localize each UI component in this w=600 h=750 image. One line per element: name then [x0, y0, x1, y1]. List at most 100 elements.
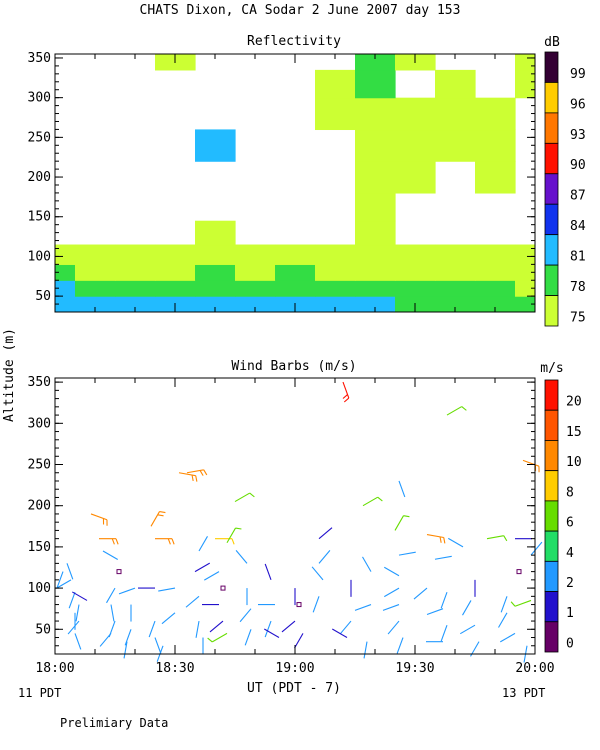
reflectivity-cell	[195, 244, 236, 265]
wind-barb-staff	[239, 608, 252, 623]
wind-barb-flag	[249, 492, 255, 498]
wind-colorbar-tick-label: 2	[566, 576, 574, 591]
reflectivity-y-tick-label: 250	[28, 130, 51, 145]
reflectivity-colorbar-swatch	[544, 82, 559, 114]
wind-barb-staff	[264, 620, 272, 638]
reflectivity-cell	[275, 280, 316, 297]
wind-barb-staff	[440, 592, 448, 609]
wind-barb-staff	[264, 563, 272, 581]
reflectivity-cell	[195, 264, 236, 281]
reflectivity-cell	[355, 264, 396, 281]
reflectivity-colorbar-swatch	[544, 264, 559, 296]
wind-barb-staff	[198, 536, 208, 552]
reflectivity-y-tick-label: 50	[35, 289, 51, 304]
wind-barb-staff	[194, 562, 210, 573]
wind-colorbar-tick-label: 8	[566, 485, 574, 500]
wind-barb-staff	[384, 587, 400, 598]
reflectivity-cell	[195, 220, 236, 246]
reflectivity-cell	[315, 69, 356, 99]
wind-colorbar-swatch	[544, 591, 559, 623]
reflectivity-cell	[115, 280, 156, 297]
wind-barb-staff	[342, 381, 350, 399]
reflectivity-cell	[475, 97, 516, 131]
wind-barb-staff	[67, 620, 80, 635]
wind-barb-staff	[72, 591, 88, 601]
wind-barb-flag	[439, 536, 442, 543]
wind-barb-staff	[446, 406, 462, 416]
reflectivity-cell	[355, 244, 396, 265]
wind-barb-staff	[118, 587, 136, 595]
reflectivity-cell	[515, 264, 535, 281]
reflectivity-colorbar-swatch	[544, 142, 559, 175]
wind-barb-staff	[195, 620, 200, 638]
wind-y-tick-label: 250	[28, 458, 51, 473]
wind-barb-staff	[123, 641, 128, 659]
wind-barb-staff	[413, 587, 428, 600]
reflectivity-cell	[395, 97, 436, 131]
wind-barb-staff	[426, 533, 444, 539]
reflectivity-cell	[115, 264, 156, 281]
wind-barb-staff	[161, 612, 176, 625]
reflectivity-cell	[315, 264, 356, 281]
reflectivity-cell	[395, 264, 436, 281]
wind-barb-staff	[500, 596, 508, 613]
wind-barb-staff	[363, 641, 368, 659]
wind-y-tick-label: 100	[28, 581, 51, 596]
reflectivity-cell	[475, 280, 516, 297]
wind-colorbar-swatch	[544, 470, 559, 502]
reflectivity-y-tick-label: 100	[28, 249, 51, 264]
wind-barb-staff	[186, 469, 204, 474]
wind-y-tick-label: 200	[28, 499, 51, 514]
wind-barb-staff	[486, 535, 504, 540]
wind-y-tick-label: 150	[28, 540, 51, 555]
wind-barb-staff	[234, 492, 250, 503]
wind-barb-staff	[66, 563, 74, 580]
reflectivity-cell	[195, 129, 236, 162]
reflectivity-cell	[75, 296, 116, 312]
wind-barb-staff	[311, 566, 324, 581]
x-left-sublabel: 11 PDT	[18, 686, 61, 700]
wind-barb-flag	[461, 406, 467, 411]
reflectivity-cell	[275, 264, 316, 281]
reflectivity-contours	[55, 54, 535, 312]
reflectivity-cell	[315, 244, 356, 265]
wind-barb-staff	[56, 571, 64, 588]
wind-barb-flag	[157, 514, 164, 517]
wind-barb-flag	[503, 535, 508, 542]
reflectivity-cell	[75, 244, 116, 265]
reflectivity-cell	[235, 296, 276, 312]
wind-x-tick-label: 19:00	[275, 661, 314, 676]
reflectivity-cell	[115, 244, 156, 265]
reflectivity-cell	[195, 280, 236, 297]
wind-barb-staff	[68, 592, 76, 609]
reflectivity-cell	[355, 280, 396, 297]
reflectivity-cell	[435, 264, 476, 281]
wind-barb-staff	[440, 624, 448, 642]
reflectivity-colorbar-tick-label: 75	[570, 310, 586, 325]
wind-x-tick-label: 18:30	[155, 661, 194, 676]
wind-barb-staff	[185, 595, 200, 608]
reflectivity-cell	[435, 69, 476, 99]
wind-colorbar-swatch	[544, 560, 559, 592]
reflectivity-cell	[435, 129, 476, 162]
wind-barb-flag	[111, 538, 115, 545]
reflectivity-cell	[515, 280, 535, 297]
wind-colorbar-swatch	[544, 409, 559, 441]
reflectivity-cell	[475, 264, 516, 281]
wind-colorbar-swatch	[544, 440, 559, 472]
reflectivity-colorbar-tick-label: 78	[570, 280, 586, 295]
wind-barb-staff	[264, 628, 280, 638]
wind-y-tick-label: 300	[28, 416, 51, 431]
reflectivity-cell	[75, 280, 116, 297]
wind-barb-staff	[110, 604, 115, 622]
wind-barb-staff	[281, 620, 296, 633]
reflectivity-cell	[315, 97, 356, 131]
wind-y-tick-label: 350	[28, 375, 51, 390]
wind-barb-staff	[124, 629, 132, 646]
wind-barb-flag	[203, 469, 208, 476]
reflectivity-cell	[315, 296, 356, 312]
wind-colorbar-tick-label: 20	[566, 395, 582, 410]
reflectivity-y-tick-label: 350	[28, 51, 51, 66]
wind-barb-staff	[387, 620, 400, 635]
wind-barb-staff	[384, 566, 400, 577]
